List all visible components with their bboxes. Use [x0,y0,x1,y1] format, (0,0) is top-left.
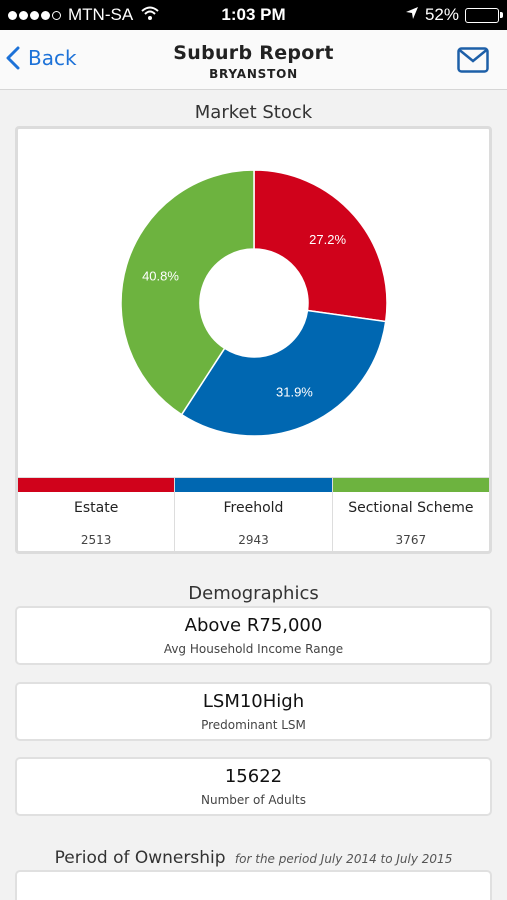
legend-swatch-freehold [175,478,332,492]
legend-swatch-estate [18,478,175,492]
legend-item-freehold: Freehold 2943 [175,478,333,551]
legend-name: Estate [74,500,119,516]
ownership-period: for the period July 2014 to July 2015 [234,852,453,866]
legend-name: Sectional Scheme [348,500,474,516]
status-right: 52% [405,5,503,25]
battery-icon [465,7,503,23]
market-stock-chart-card: 27.2% 31.9% 40.8% Estate 2513 Freehold 294… [15,126,492,554]
battery-percent: 52% [424,5,459,24]
lsm-card: LSM10High Predominant LSM [15,682,492,741]
adults-value: 15622 [224,766,283,787]
chart-legend: Estate 2513 Freehold 2943 Sectional Sche… [18,477,489,551]
status-left: MTN-SA [8,5,159,25]
page-title: Suburb Report [173,42,334,64]
page-subtitle: BRYANSTON [209,67,298,81]
lsm-value: LSM10High [202,691,305,712]
demographics-title: Demographics [188,583,319,604]
legend-count: 3767 [395,533,427,547]
status-time: 1:03 PM [221,5,286,24]
signal-strength-icon [8,5,63,25]
income-range-card: Above R75,000 Avg Household Income Range [15,606,492,665]
slice-freehold [180,309,387,437]
envelope-icon [457,47,489,73]
chevron-left-icon [6,46,20,70]
location-arrow-icon [405,5,419,25]
slice-estate [253,169,388,323]
status-bar: MTN-SA 1:03 PM 52% [0,0,507,30]
market-stock-donut-chart: 27.2% 31.9% 40.8% [120,169,388,437]
legend-count: 2943 [238,533,269,547]
back-button[interactable]: Back [6,46,77,70]
adults-label: Number of Adults [201,793,306,807]
ownership-card [15,870,492,900]
legend-swatch-sectional-scheme [332,478,489,492]
slice-label: 27.2% [309,232,346,247]
market-stock-title: Market Stock [194,102,313,123]
carrier-name: MTN-SA [68,5,134,24]
income-range-value: Above R75,000 [184,615,323,636]
legend-item-sectional-scheme: Sectional Scheme 3767 [332,478,489,551]
lsm-label: Predominant LSM [201,718,306,732]
slice-label: 31.9% [276,385,313,400]
legend-count: 2513 [80,533,112,547]
wifi-icon [141,5,159,25]
income-range-label: Avg Household Income Range [163,642,344,656]
ownership-heading: Period of Ownership [54,848,226,868]
adults-card: 15622 Number of Adults [15,757,492,816]
navigation-bar: Back Suburb Report BRYANSTON [0,30,507,90]
back-label: Back [28,46,77,70]
slice-sectional-scheme [120,169,255,416]
legend-item-estate: Estate 2513 [18,478,176,551]
email-button[interactable] [457,47,489,77]
legend-name: Freehold [223,500,284,516]
slice-label: 40.8% [142,268,179,283]
ownership-title: Period of Ownership for the period July … [0,848,507,868]
